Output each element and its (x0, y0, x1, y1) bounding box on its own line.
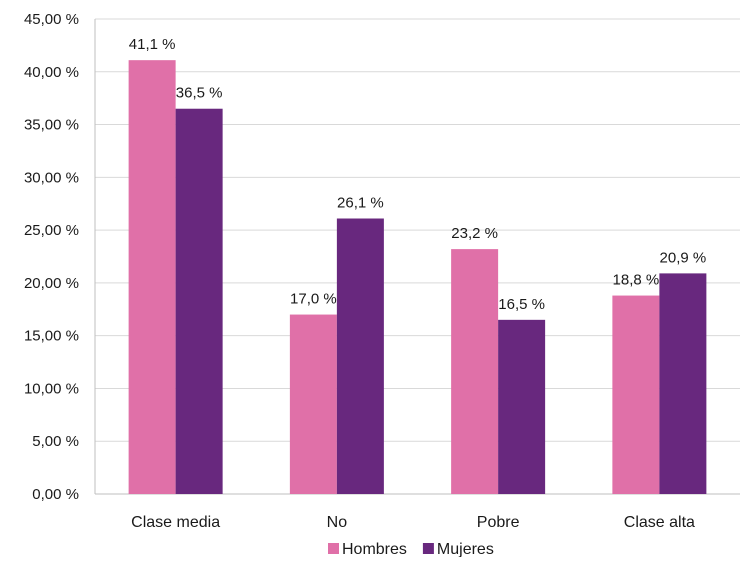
legend: Hombres Mujeres (328, 541, 494, 558)
data-label: 26,1 % (337, 195, 384, 212)
y-tick-label: 5,00 % (32, 433, 79, 450)
bar-hombres-pobre (451, 249, 499, 494)
x-category-label: Clase alta (624, 514, 695, 531)
bar-hombres-no (289, 314, 337, 494)
legend-swatch (422, 543, 434, 554)
legend-item-hombres: Hombres (328, 541, 407, 558)
y-tick-label: 10,00 % (24, 380, 79, 397)
legend-swatch (328, 543, 339, 554)
data-label: 41,1 % (129, 36, 176, 53)
data-label: 17,0 % (290, 291, 337, 308)
x-axis-categories: Clase media No Pobre Clase alta (131, 514, 695, 531)
legend-item-mujeres: Mujeres (422, 541, 494, 558)
bar-hombres-clase-media (128, 60, 176, 495)
x-category-label: No (327, 514, 348, 531)
data-label: 23,2 % (451, 225, 498, 242)
y-tick-label: 35,00 % (24, 117, 79, 134)
bar-mujeres-clase-media (175, 108, 223, 494)
bar-mujeres-clase-alta (659, 273, 707, 494)
y-tick-label: 45,00 % (24, 11, 79, 28)
y-tick-label: 25,00 % (24, 222, 79, 239)
y-tick-label: 15,00 % (24, 328, 79, 345)
bar-mujeres-pobre (498, 319, 546, 494)
legend-label: Hombres (342, 541, 407, 557)
y-tick-label: 0,00 % (32, 486, 79, 503)
y-tick-label: 30,00 % (24, 169, 79, 186)
data-label: 18,8 % (613, 272, 660, 289)
data-labels: 41,1 % 36,5 % 17,0 % 26,1 % 23,2 % 16,5 % 18,8… (129, 36, 706, 313)
x-category-label: Pobre (477, 514, 520, 531)
legend-label: Mujeres (437, 541, 494, 557)
x-category-label: Clase media (131, 514, 220, 531)
data-label: 16,5 % (498, 296, 545, 313)
data-label: 20,9 % (660, 249, 707, 266)
data-label: 36,5 % (176, 85, 223, 102)
y-tick-label: 20,00 % (24, 275, 79, 292)
y-axis: 0,00 % 5,00 % 10,00 % 15,00 % 20,00 % 25,00 %… (24, 11, 96, 503)
y-tick-label: 40,00 % (24, 64, 79, 81)
bars (128, 60, 707, 495)
bar-hombres-clase-alta (612, 295, 660, 494)
bar-mujeres-no (336, 218, 384, 494)
